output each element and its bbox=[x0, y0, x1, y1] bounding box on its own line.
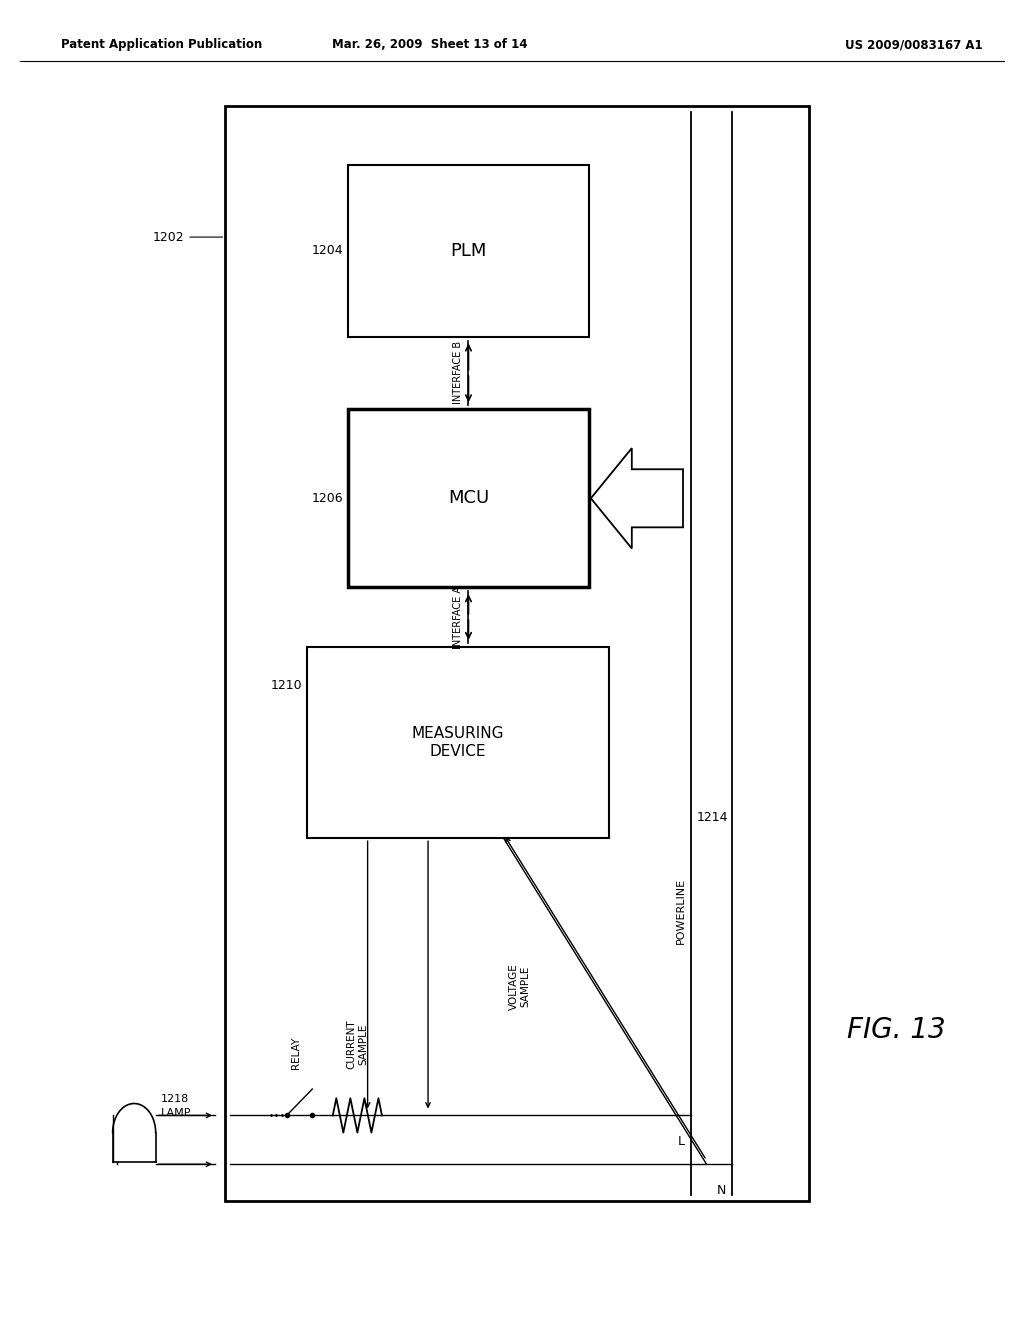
Text: L: L bbox=[678, 1135, 684, 1148]
Bar bbox=[307, 647, 609, 838]
Text: Mar. 26, 2009  Sheet 13 of 14: Mar. 26, 2009 Sheet 13 of 14 bbox=[333, 38, 527, 51]
Text: 1214: 1214 bbox=[696, 812, 728, 824]
Text: INTERFACE B: INTERFACE B bbox=[454, 342, 463, 404]
Bar bbox=[225, 106, 809, 1201]
Text: MEASURING
DEVICE: MEASURING DEVICE bbox=[412, 726, 505, 759]
Text: MCU: MCU bbox=[447, 490, 489, 507]
Text: PLM: PLM bbox=[451, 242, 486, 260]
Text: 1202: 1202 bbox=[153, 231, 222, 244]
Bar bbox=[348, 409, 589, 587]
Polygon shape bbox=[591, 447, 683, 549]
Text: 1206: 1206 bbox=[311, 492, 343, 504]
Text: 1218: 1218 bbox=[161, 1093, 189, 1104]
Text: N: N bbox=[717, 1184, 727, 1197]
Text: INTERFACE A: INTERFACE A bbox=[454, 586, 463, 648]
Text: LAMP: LAMP bbox=[161, 1107, 191, 1118]
Text: FIG. 13: FIG. 13 bbox=[847, 1015, 945, 1044]
Text: US 2009/0083167 A1: US 2009/0083167 A1 bbox=[846, 38, 983, 51]
Bar bbox=[348, 165, 589, 337]
Text: VOLTAGE
SAMPLE: VOLTAGE SAMPLE bbox=[509, 964, 530, 1010]
Text: Patent Application Publication: Patent Application Publication bbox=[61, 38, 263, 51]
Text: CURRENT
SAMPLE: CURRENT SAMPLE bbox=[346, 1019, 369, 1069]
Text: RELAY: RELAY bbox=[291, 1038, 301, 1069]
Text: 1210: 1210 bbox=[270, 678, 302, 692]
Text: POWERLINE: POWERLINE bbox=[676, 878, 686, 944]
Text: 1204: 1204 bbox=[311, 244, 343, 257]
